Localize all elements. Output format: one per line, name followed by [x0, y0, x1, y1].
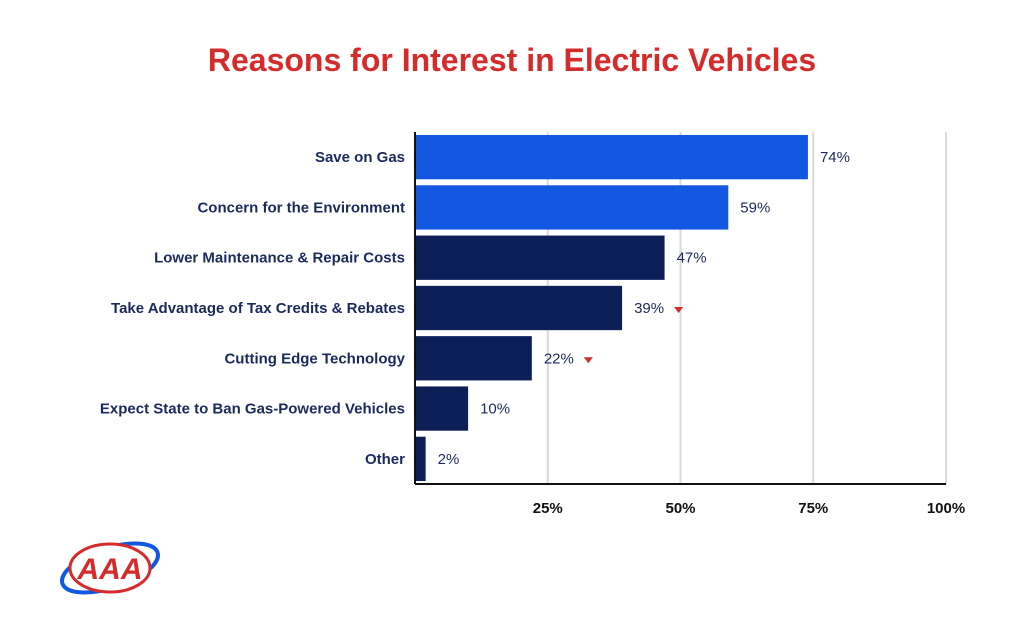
aaa-logo-icon: AAA — [60, 541, 160, 595]
aaa-logo-text: AAA — [77, 553, 143, 586]
decrease-markers — [583, 307, 684, 364]
bar — [415, 185, 729, 230]
bar — [415, 436, 426, 481]
value-label: 2% — [438, 451, 460, 468]
bar — [415, 336, 532, 381]
value-label: 47% — [677, 250, 707, 267]
chart-title: Reasons for Interest in Electric Vehicle… — [207, 42, 817, 78]
value-label: 22% — [544, 350, 574, 367]
value-labels: 74% 59% 47% 39% 22% 10% 2% — [438, 149, 850, 468]
value-label: 74% — [820, 149, 850, 166]
category-label: Lower Maintenance & Repair Costs — [154, 250, 405, 267]
x-tick-labels: 25% 50% 75% 100% — [533, 500, 965, 517]
decrease-arrow-icon — [583, 357, 593, 364]
value-label: 10% — [480, 401, 510, 418]
category-label: Save on Gas — [315, 149, 405, 166]
category-label: Other — [365, 451, 405, 468]
category-label: Take Advantage of Tax Credits & Rebates — [111, 300, 405, 317]
bar — [415, 386, 469, 431]
x-tick-label: 75% — [798, 500, 828, 517]
bar — [415, 285, 623, 331]
category-label: Concern for the Environment — [197, 199, 405, 216]
axes — [414, 132, 946, 485]
decrease-arrow-icon — [674, 307, 684, 313]
x-tick-label: 25% — [533, 500, 563, 517]
bars — [415, 135, 808, 481]
value-label: 39% — [634, 300, 664, 317]
bar — [415, 235, 665, 280]
category-label: Cutting Edge Technology — [224, 350, 405, 367]
bar — [415, 135, 808, 180]
value-label: 59% — [740, 199, 770, 216]
x-tick-label: 50% — [665, 500, 695, 517]
x-tick-label: 100% — [927, 500, 965, 517]
category-labels: Save on Gas Concern for the Environment Lo… — [100, 149, 406, 468]
category-label: Expect State to Ban Gas-Powered Vehicles — [100, 401, 405, 418]
